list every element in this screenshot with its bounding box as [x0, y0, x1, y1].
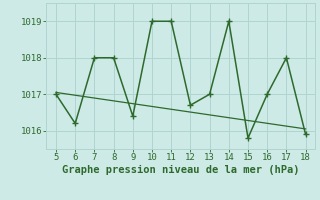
- X-axis label: Graphe pression niveau de la mer (hPa): Graphe pression niveau de la mer (hPa): [62, 165, 300, 175]
